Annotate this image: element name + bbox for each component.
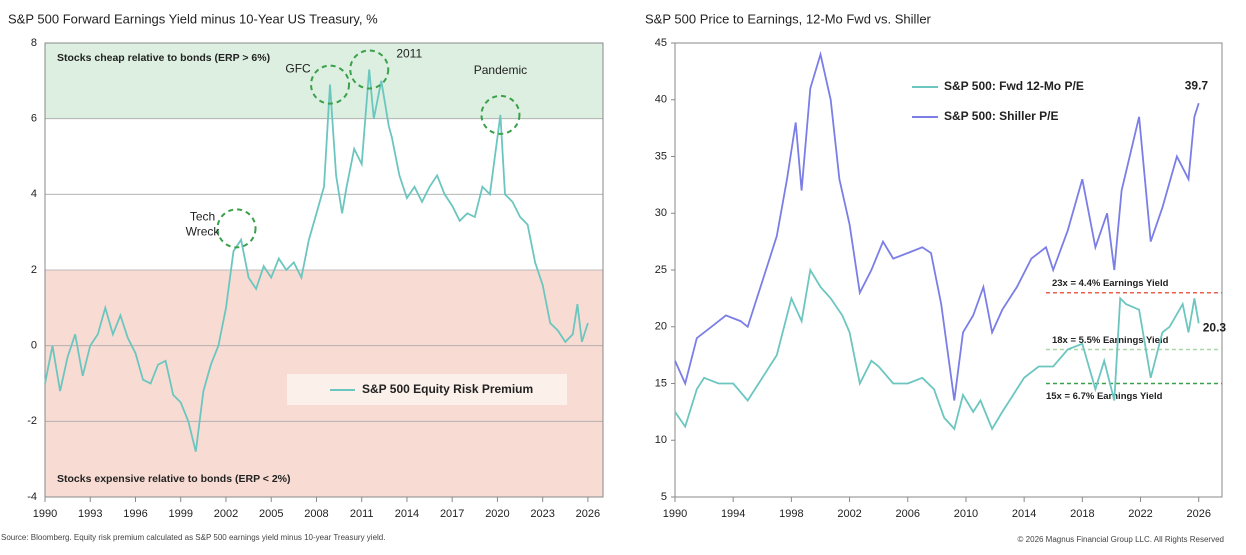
x-tick-label: 2005 [259, 508, 283, 520]
x-tick-label: 1990 [663, 508, 687, 520]
band-label: Stocks cheap relative to bonds (ERP > 6%… [57, 52, 270, 64]
chart-title: S&P 500 Forward Earnings Yield minus 10-… [8, 11, 378, 26]
source-note: Source: Bloomberg. Equity risk premium c… [1, 533, 385, 542]
y-tick-label: 6 [31, 113, 37, 125]
y-tick-label: -2 [27, 415, 37, 427]
end-value-label: 20.3 [1203, 321, 1227, 335]
x-tick-label: 2026 [1186, 508, 1210, 520]
annotation-circle [349, 49, 390, 90]
x-tick-label: 2020 [485, 508, 509, 520]
x-tick-label: 1993 [78, 508, 102, 520]
reference-label: 15x = 6.7% Earnings Yield [1046, 391, 1163, 402]
x-tick-label: 1996 [123, 508, 147, 520]
annotation-label: 2011 [396, 47, 422, 61]
x-tick-label: 2023 [530, 508, 554, 520]
x-tick-label: 2011 [350, 508, 374, 520]
y-tick-label: 40 [655, 94, 667, 106]
annotation-circle [216, 208, 257, 249]
band-label: Stocks expensive relative to bonds (ERP … [57, 473, 291, 485]
annotation-circle [480, 94, 521, 135]
y-tick-label: 2 [31, 264, 37, 276]
x-tick-label: 1994 [721, 508, 745, 520]
series-line [44, 69, 589, 452]
y-tick-label: 8 [31, 37, 37, 49]
y-tick-label: 4 [31, 188, 37, 200]
plot-frame [674, 42, 1223, 498]
annotation-label: Pandemic [474, 63, 527, 77]
annotation-label: GFC [285, 62, 311, 76]
x-tick-label: 2006 [896, 508, 920, 520]
x-tick-label: 2026 [576, 508, 600, 520]
x-tick-label: 1990 [33, 508, 57, 520]
legend-box [880, 74, 1100, 132]
copyright: © 2026 Magnus Financial Group LLC. All R… [1018, 535, 1224, 544]
plot-frame [44, 42, 604, 498]
annotation-circle [310, 64, 351, 105]
series-line [674, 267, 1200, 431]
annotation-label: Tech Wreck [186, 210, 221, 239]
x-tick-label: 2008 [304, 508, 328, 520]
x-tick-label: 2002 [837, 508, 861, 520]
x-tick-label: 2014 [395, 508, 419, 520]
legend-label: S&P 500: Shiller P/E [944, 109, 1059, 123]
y-tick-label: 30 [655, 207, 667, 219]
y-tick-label: 20 [655, 321, 667, 333]
x-tick-label: 2018 [1070, 508, 1094, 520]
y-tick-label: 10 [655, 434, 667, 446]
y-tick-label: 5 [661, 491, 667, 503]
x-tick-label: 2022 [1128, 508, 1152, 520]
x-tick-label: 1998 [779, 508, 803, 520]
x-tick-label: 2014 [1012, 508, 1036, 520]
x-tick-label: 2017 [440, 508, 464, 520]
series-line [674, 50, 1200, 401]
reference-label: 23x = 4.4% Earnings Yield [1052, 278, 1169, 289]
y-tick-label: 0 [31, 340, 37, 352]
legend-label: S&P 500 Equity Risk Premium [362, 382, 533, 396]
y-tick-label: 35 [655, 150, 667, 162]
end-value-label: 39.7 [1185, 78, 1209, 92]
reference-label: 18x = 5.5% Earnings Yield [1052, 335, 1169, 346]
x-tick-label: 1999 [168, 508, 192, 520]
legend-label: S&P 500: Fwd 12-Mo P/E [944, 79, 1084, 93]
chart-title: S&P 500 Price to Earnings, 12-Mo Fwd vs.… [645, 11, 932, 26]
band [45, 43, 603, 119]
x-tick-label: 2002 [214, 508, 238, 520]
y-tick-label: 25 [655, 264, 667, 276]
y-tick-label: -4 [27, 491, 37, 503]
y-tick-label: 45 [655, 37, 667, 49]
y-tick-label: 15 [655, 377, 667, 389]
x-tick-label: 2010 [954, 508, 978, 520]
